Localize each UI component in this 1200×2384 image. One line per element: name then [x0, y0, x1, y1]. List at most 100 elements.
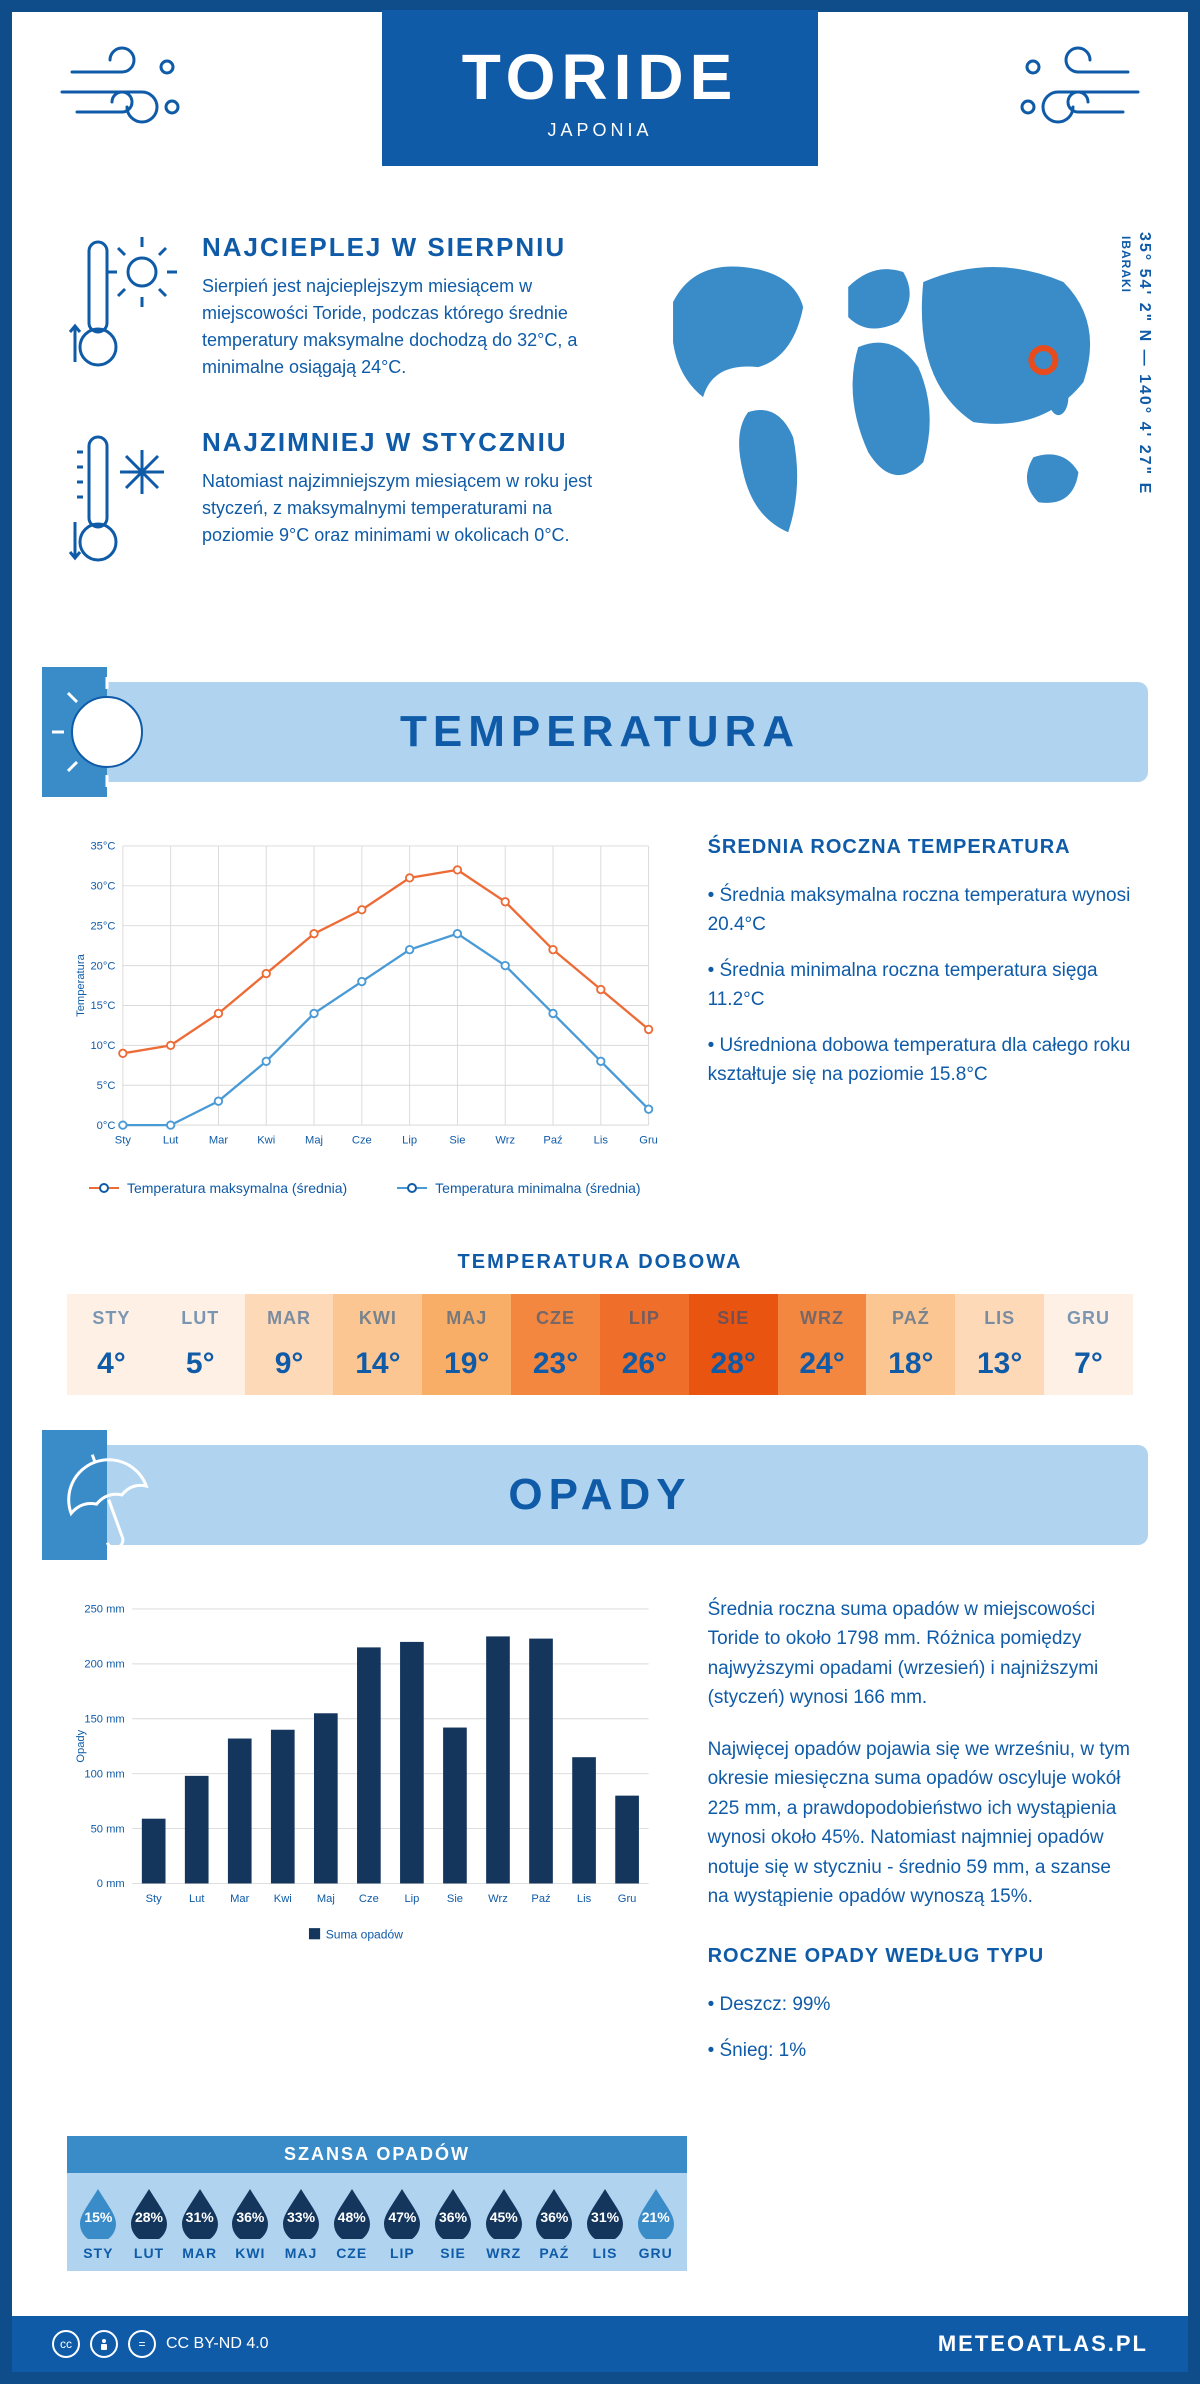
svg-text:25°C: 25°C [90, 920, 115, 932]
chance-value: 48% [338, 2209, 366, 2225]
precip-title: OPADY [52, 1470, 1148, 1520]
precip-type-title: ROCZNE OPADY WEDŁUG TYPU [708, 1941, 1133, 1972]
svg-text:Maj: Maj [317, 1893, 335, 1905]
legend-label: Temperatura minimalna (średnia) [435, 1180, 640, 1196]
chance-cell: 33%MAJ [276, 2187, 327, 2261]
temperature-side: ŚREDNIA ROCZNA TEMPERATURA • Średnia mak… [708, 832, 1133, 1196]
svg-text:Mar: Mar [230, 1893, 249, 1905]
chance-cell: 36%KWI [225, 2187, 276, 2261]
sun-icon [42, 667, 172, 797]
chance-month: LIS [580, 2245, 631, 2261]
temp-cell-value: 9° [245, 1347, 334, 1381]
raindrop-icon: 31% [584, 2187, 626, 2239]
svg-text:250 mm: 250 mm [84, 1604, 124, 1616]
raindrop-icon: 31% [179, 2187, 221, 2239]
fact-hot-text: Sierpień jest najcieplejszym miesiącem w… [202, 273, 593, 381]
world-map: 35° 54' 2" N — 140° 4' 27" E IBARAKI [633, 232, 1133, 622]
temp-cell-value: 14° [333, 1347, 422, 1381]
temp-cell-month: LUT [156, 1308, 245, 1329]
svg-text:100 mm: 100 mm [84, 1768, 124, 1780]
svg-text:Cze: Cze [352, 1135, 372, 1147]
svg-text:150 mm: 150 mm [84, 1713, 124, 1725]
legend-item: Temperatura minimalna (średnia) [397, 1180, 640, 1196]
temp-cell: WRZ24° [778, 1294, 867, 1395]
svg-text:15°C: 15°C [90, 1000, 115, 1012]
svg-text:5°C: 5°C [97, 1080, 116, 1092]
temp-cell: KWI 14° [333, 1294, 422, 1395]
temp-cell-value: 23° [511, 1347, 600, 1381]
raindrop-icon: 33% [280, 2187, 322, 2239]
temp-cell-month: PAŹ [866, 1308, 955, 1329]
svg-text:Lis: Lis [577, 1893, 592, 1905]
chance-value: 36% [439, 2209, 467, 2225]
chance-cell: 36%SIE [428, 2187, 479, 2261]
svg-text:Opady: Opady [75, 1729, 87, 1762]
temp-cell: MAR9° [245, 1294, 334, 1395]
svg-text:Sty: Sty [146, 1893, 163, 1905]
precip-chance-title: SZANSA OPADÓW [67, 2136, 687, 2173]
daily-temp-table: STY4°LUT5°MAR9°KWI14°MAJ19°CZE23°LIP26°S… [67, 1294, 1133, 1395]
chance-value: 28% [135, 2209, 163, 2225]
svg-text:Mar: Mar [209, 1135, 228, 1147]
chance-cell: 28% LUT [124, 2187, 175, 2261]
temp-cell: STY4° [67, 1294, 156, 1395]
temp-cell-month: LIS [955, 1308, 1044, 1329]
temp-cell-value: 26° [600, 1347, 689, 1381]
by-icon [90, 2330, 118, 2358]
svg-text:Kwi: Kwi [257, 1135, 275, 1147]
legend-label: Temperatura maksymalna (średnia) [127, 1180, 347, 1196]
page: TORIDE JAPONIA [12, 12, 1188, 2372]
wind-icon-left [52, 12, 202, 132]
fact-cold: NAJZIMNIEJ W STYCZNIU Natomiast najzimni… [67, 427, 593, 582]
svg-text:Sty: Sty [115, 1135, 132, 1147]
chance-value: 47% [388, 2209, 416, 2225]
temperature-title: TEMPERATURA [52, 707, 1148, 757]
temp-cell-month: CZE [511, 1308, 600, 1329]
temp-cell: MAJ19° [422, 1294, 511, 1395]
precip-chart-row: 0 mm50 mm100 mm150 mm200 mm250 mmOpadySt… [12, 1585, 1188, 2111]
chance-month: STY [73, 2245, 124, 2261]
fact-cold-text: Natomiast najzimniejszym miesiącem w rok… [202, 468, 593, 549]
chance-cell: 15%STY [73, 2187, 124, 2261]
chance-month: CZE [326, 2245, 377, 2261]
precip-paragraph: Najwięcej opadów pojawia się we wrześniu… [708, 1735, 1133, 1912]
temp-cell-value: 5° [156, 1347, 245, 1381]
svg-text:200 mm: 200 mm [84, 1659, 124, 1671]
page-title: TORIDE [462, 40, 739, 114]
chance-value: 31% [186, 2209, 214, 2225]
temp-cell-value: 24° [778, 1347, 867, 1381]
intro-facts: NAJCIEPLEJ W SIERPNIU Sierpień jest najc… [67, 232, 593, 622]
chance-cell: 48% CZE [326, 2187, 377, 2261]
svg-text:Paź: Paź [531, 1893, 551, 1905]
chance-month: PAŹ [529, 2245, 580, 2261]
svg-text:Lis: Lis [594, 1135, 609, 1147]
precip-type-bullet: • Deszcz: 99% [708, 1990, 1133, 2019]
temp-cell-month: KWI [333, 1308, 422, 1329]
header: TORIDE JAPONIA [12, 12, 1188, 182]
temp-cell: PAŹ 18° [866, 1294, 955, 1395]
chance-month: KWI [225, 2245, 276, 2261]
footer: cc = CC BY-ND 4.0 METEOATLAS.PL [12, 2316, 1188, 2372]
chance-month: WRZ [478, 2245, 529, 2261]
fact-cold-title: NAJZIMNIEJ W STYCZNIU [202, 427, 593, 458]
svg-text:Paź: Paź [543, 1135, 563, 1147]
chance-month: LIP [377, 2245, 428, 2261]
svg-text:Lut: Lut [163, 1135, 179, 1147]
nd-icon: = [128, 2330, 156, 2358]
precip-band: OPADY [52, 1445, 1148, 1545]
temp-bullet: • Średnia minimalna roczna temperatura s… [708, 956, 1133, 1015]
temp-cell-value: 18° [866, 1347, 955, 1381]
chance-value: 31% [591, 2209, 619, 2225]
temp-cell: LIS13° [955, 1294, 1044, 1395]
precip-paragraph: Średnia roczna suma opadów w miejscowośc… [708, 1595, 1133, 1713]
chance-value: 21% [642, 2209, 670, 2225]
precip-chance-block: SZANSA OPADÓW 15%STY28%LUT31%MAR36%KWI33… [67, 2136, 687, 2271]
svg-text:Sie: Sie [447, 1893, 463, 1905]
temp-bullet: • Średnia maksymalna roczna temperatura … [708, 881, 1133, 940]
fact-hot: NAJCIEPLEJ W SIERPNIU Sierpień jest najc… [67, 232, 593, 387]
chance-month: LUT [124, 2245, 175, 2261]
thermometer-snow-icon [67, 427, 177, 582]
svg-text:10°C: 10°C [90, 1040, 115, 1052]
temperature-line-chart: 0°C5°C10°C15°C20°C25°C30°C35°CStyLutMarK… [67, 832, 663, 1196]
chance-month: MAR [174, 2245, 225, 2261]
